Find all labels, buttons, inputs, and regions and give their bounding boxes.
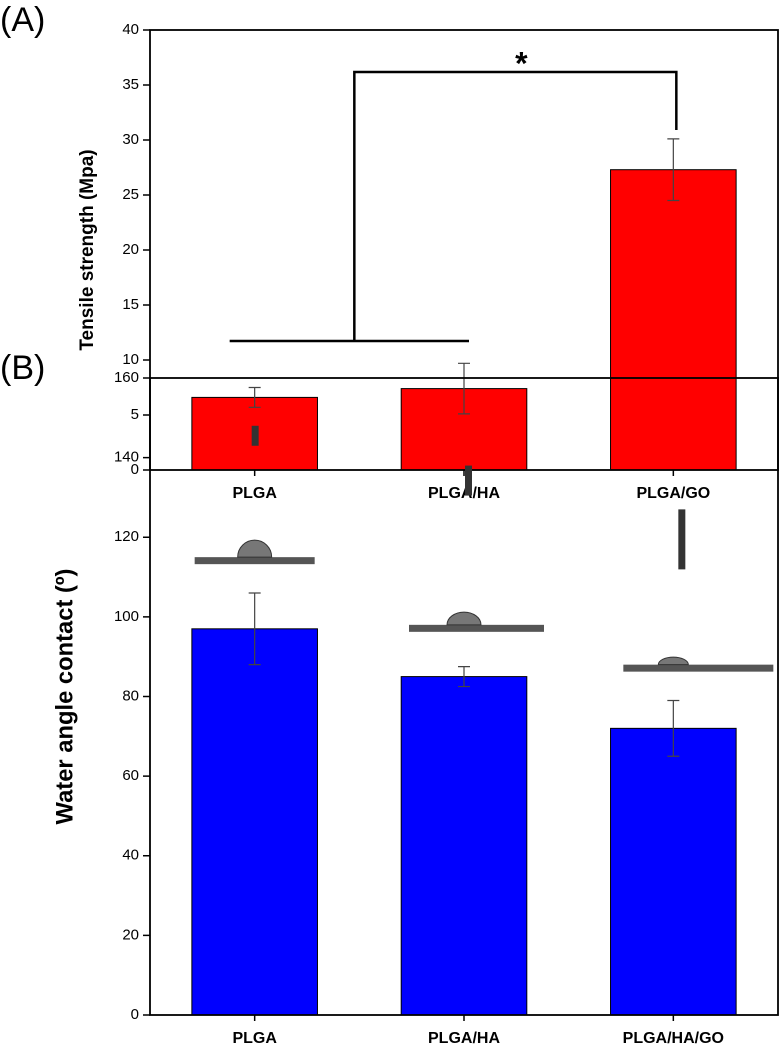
y-tick-label: 100: [114, 608, 139, 625]
y-tick-label: 0: [131, 461, 139, 478]
error-bar: [458, 362, 470, 415]
bar: [610, 169, 737, 471]
error-bar: [667, 138, 680, 202]
error-bar: [248, 386, 261, 408]
significance-label: *: [515, 45, 528, 81]
y-tick-label: 160: [114, 369, 139, 386]
y-tick-label: 30: [122, 131, 139, 148]
droplet-image: [409, 465, 544, 632]
plot-frame: [149, 377, 779, 1016]
y-axis-label: Tensile strength (Mpa): [77, 149, 98, 350]
needle: [465, 465, 472, 496]
x-tick-label: PLGA/HA: [428, 1030, 500, 1047]
y-tick-label: 80: [122, 687, 139, 704]
droplet: [446, 611, 482, 626]
x-tick-label: PLGA/GO: [636, 485, 710, 502]
y-tick-label: 15: [122, 296, 139, 313]
error-bar: [458, 666, 470, 688]
substrate: [194, 557, 315, 565]
droplet: [657, 656, 689, 666]
y-tick-label: 140: [114, 449, 139, 466]
bar: [610, 727, 737, 1016]
error-bar: [667, 699, 680, 757]
y-tick-label: 10: [122, 351, 139, 368]
y-axis-label: Water angle contact (º): [51, 569, 78, 825]
x-tick-label: PLGA: [232, 1030, 277, 1047]
y-tick-label: 40: [122, 21, 139, 38]
plot-frame: [149, 29, 779, 471]
y-tick-label: 120: [114, 528, 139, 545]
x-tick-label: PLGA/HA/GO: [623, 1030, 724, 1047]
x-tick-label: PLGA/HA: [428, 485, 500, 502]
bar: [400, 676, 528, 1016]
y-tick-label: 40: [122, 847, 139, 864]
droplet: [237, 539, 273, 558]
droplet-image: [194, 425, 315, 565]
y-tick-label: 5: [131, 406, 139, 423]
y-tick-label: 25: [122, 186, 139, 203]
needle: [251, 425, 259, 446]
needle: [678, 509, 686, 570]
significance-bracket: [229, 70, 678, 343]
y-tick-label: 35: [122, 76, 139, 93]
substrate: [623, 664, 774, 672]
y-tick-label: 0: [131, 1006, 139, 1023]
error-bar: [248, 592, 261, 666]
y-tick-label: 20: [122, 241, 139, 258]
y-tick-label: 60: [122, 767, 139, 784]
droplet-image: [623, 509, 774, 672]
panel-label: (A): [0, 1, 45, 39]
x-tick-label: PLGA: [232, 485, 277, 502]
bar: [191, 628, 318, 1016]
y-tick-label: 20: [122, 926, 139, 943]
substrate: [409, 624, 544, 632]
panel-label: (B): [0, 349, 45, 387]
